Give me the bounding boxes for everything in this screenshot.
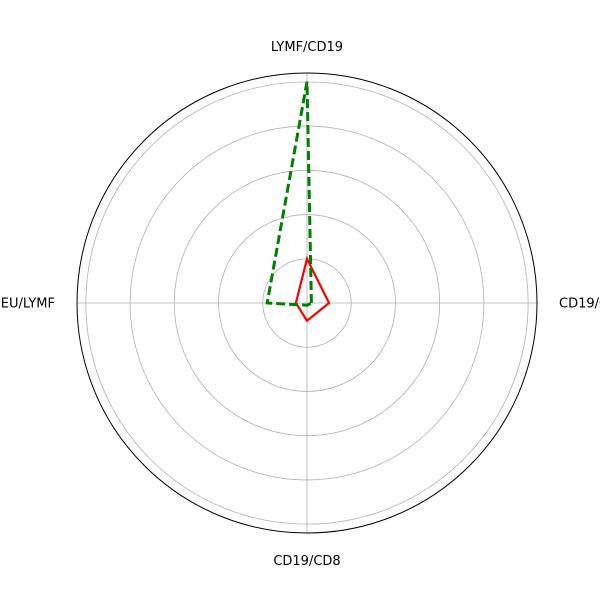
- axis-label-lymf-cd19: LYMF/CD19: [271, 40, 343, 55]
- axis-label-cd19-cd4: CD19/CD4: [559, 297, 600, 312]
- series-layer: [265, 81, 331, 323]
- outer-frame: [76, 72, 538, 534]
- axis-label-cd19-cd8: CD19/CD8: [273, 554, 340, 569]
- series-line-1: [294, 255, 331, 323]
- label-layer: CD19/CD4 LYMF/CD19 NEU/LYMF CD19/CD8: [0, 40, 600, 569]
- series-line-2: [265, 81, 313, 307]
- axis-label-neu-lymf: NEU/LYMF: [0, 297, 55, 312]
